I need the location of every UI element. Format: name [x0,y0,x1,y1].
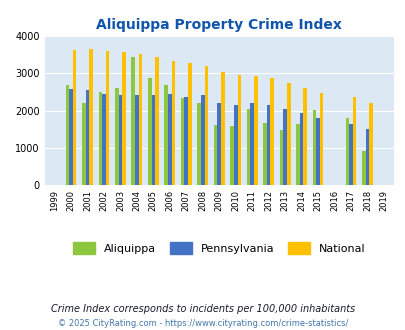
Bar [254,76,257,185]
Bar [85,90,89,185]
Bar [262,123,266,185]
Bar [345,117,348,185]
Bar [72,50,76,185]
Text: © 2025 CityRating.com - https://www.cityrating.com/crime-statistics/: © 2025 CityRating.com - https://www.city… [58,319,347,328]
Bar [98,92,102,185]
Bar [230,126,233,185]
Bar [233,105,237,185]
Bar [246,110,250,185]
Title: Aliquippa Property Crime Index: Aliquippa Property Crime Index [96,18,341,32]
Text: Crime Index corresponds to incidents per 100,000 inhabitants: Crime Index corresponds to incidents per… [51,304,354,314]
Bar [365,129,369,185]
Bar [139,54,142,185]
Bar [369,104,372,185]
Bar [184,97,188,185]
Bar [286,83,290,185]
Bar [151,95,155,185]
Bar [361,150,365,185]
Bar [220,72,224,185]
Bar [106,51,109,185]
Bar [82,103,85,185]
Bar [164,84,168,185]
Bar [118,95,122,185]
Bar [348,124,352,185]
Bar [319,93,323,185]
Bar [315,117,319,185]
Bar [266,105,270,185]
Bar [66,84,69,185]
Bar [237,75,241,185]
Bar [188,63,191,185]
Bar [197,103,200,185]
Bar [299,113,303,185]
Bar [122,51,126,185]
Bar [180,98,184,185]
Bar [168,94,171,185]
Bar [135,95,139,185]
Bar [352,97,356,185]
Bar [171,61,175,185]
Bar [312,110,315,185]
Bar [147,78,151,185]
Bar [69,89,72,185]
Bar [155,57,158,185]
Bar [250,103,254,185]
Bar [200,95,204,185]
Bar [279,130,283,185]
Bar [115,88,118,185]
Bar [213,125,217,185]
Bar [89,49,93,185]
Bar [295,123,299,185]
Bar [217,103,220,185]
Bar [303,88,306,185]
Bar [102,94,105,185]
Legend: Aliquippa, Pennsylvania, National: Aliquippa, Pennsylvania, National [68,238,369,258]
Bar [131,57,135,185]
Bar [283,109,286,185]
Bar [204,66,208,185]
Bar [270,78,273,185]
